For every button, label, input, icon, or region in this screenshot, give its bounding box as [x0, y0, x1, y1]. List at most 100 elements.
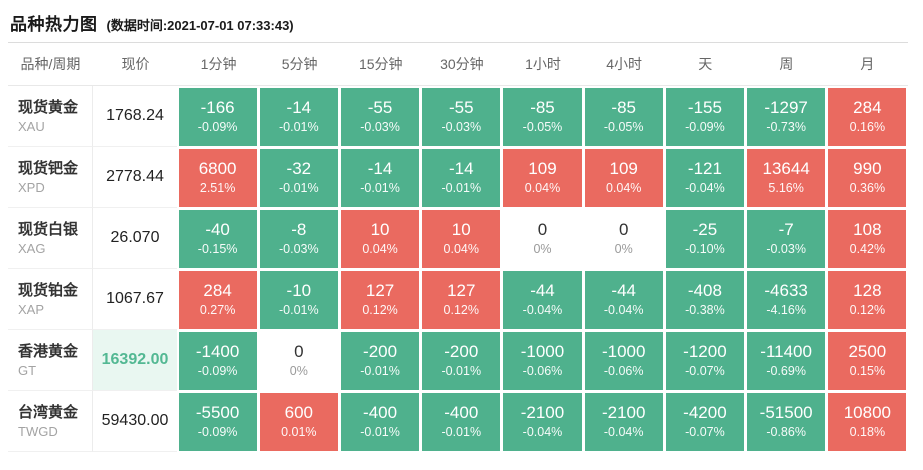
heat-cell[interactable]: -4200 -0.07%	[665, 392, 745, 451]
heat-cell[interactable]: -400 -0.01%	[422, 392, 501, 451]
change-value: -4633	[764, 281, 808, 300]
change-percent: -0.03%	[279, 242, 319, 256]
change-value: 600	[284, 403, 314, 422]
change-percent: 0.18%	[849, 425, 886, 439]
heat-cell[interactable]: -1200 -0.07%	[665, 331, 745, 390]
change-percent: 0.15%	[849, 364, 886, 378]
heat-cell[interactable]: -408 -0.38%	[665, 270, 745, 329]
symbol-cell[interactable]: 现货白银 XAG	[8, 208, 93, 269]
heat-cell[interactable]: -155 -0.09%	[665, 87, 745, 146]
change-value: -14	[367, 159, 393, 178]
change-value: 128	[853, 281, 882, 300]
change-value: -155	[687, 98, 722, 117]
column-header-6: 1小时	[525, 56, 561, 72]
change-percent: 0.36%	[849, 181, 886, 195]
change-percent: 0.12%	[443, 303, 479, 317]
change-percent: -0.04%	[522, 303, 563, 317]
heat-cell[interactable]: 128 0.12%	[828, 270, 907, 329]
heat-cell[interactable]: -40 -0.15%	[178, 209, 257, 268]
change-value: -85	[530, 98, 555, 117]
heat-cell[interactable]: -200 -0.01%	[422, 331, 501, 390]
heat-cell[interactable]: -1000 -0.06%	[584, 331, 663, 390]
heat-cell[interactable]: -11400 -0.69%	[747, 331, 826, 390]
heat-cell[interactable]: -44 -0.04%	[503, 270, 582, 329]
change-value: 0	[294, 342, 304, 361]
heat-cell[interactable]: -2100 -0.04%	[503, 392, 582, 451]
change-percent: -0.01%	[360, 364, 400, 378]
table-body: 现货黄金 XAU 1768.24 -166 -0.09% -14 -0.01% -55 -0.0…	[8, 86, 908, 452]
symbol-name: 香港黄金	[18, 342, 79, 360]
change-value: -1297	[764, 98, 808, 117]
heat-cell[interactable]: -14 -0.01%	[422, 148, 501, 207]
symbol-cell[interactable]: 现货钯金 XPD	[8, 147, 93, 208]
heat-cell[interactable]: -10 -0.01%	[259, 270, 338, 329]
change-value: -1000	[520, 342, 565, 361]
heat-cell[interactable]: 10800 0.18%	[828, 392, 907, 451]
heat-cell[interactable]: -4633 -4.16%	[747, 270, 826, 329]
change-percent: -0.15%	[197, 242, 238, 256]
heat-cell[interactable]: 127 0.12%	[340, 270, 420, 329]
heat-cell[interactable]: 109 0.04%	[503, 148, 582, 207]
symbol-name: 现货白银	[18, 220, 79, 238]
heat-cell[interactable]: 10 0.04%	[422, 209, 501, 268]
heat-cell[interactable]: 2500 0.15%	[828, 331, 907, 390]
symbol-name: 台湾黄金	[18, 403, 79, 421]
heat-cell[interactable]: 0 0%	[503, 209, 582, 268]
heat-cell[interactable]: -1297 -0.73%	[747, 87, 826, 146]
change-value: -8	[291, 220, 307, 239]
change-percent: 5.16%	[768, 181, 804, 195]
heat-cell[interactable]: 127 0.12%	[422, 270, 501, 329]
heat-cell[interactable]: -8 -0.03%	[259, 209, 338, 268]
heat-cell[interactable]: 10 0.04%	[340, 209, 420, 268]
heat-cell[interactable]: -2100 -0.04%	[584, 392, 663, 451]
heat-cell[interactable]: 13644 5.16%	[747, 148, 826, 207]
change-percent: -0.09%	[197, 425, 238, 439]
heat-cell[interactable]: -5500 -0.09%	[178, 392, 257, 451]
symbol-cell[interactable]: 香港黄金 GT	[8, 330, 93, 391]
change-value: -2100	[601, 403, 646, 422]
heat-cell[interactable]: 108 0.42%	[828, 209, 907, 268]
symbol-cell[interactable]: 现货铂金 XAP	[8, 269, 93, 330]
change-percent: -0.09%	[197, 364, 238, 378]
heat-cell[interactable]: -200 -0.01%	[340, 331, 420, 390]
column-header-5: 30分钟	[440, 56, 484, 72]
heat-cell[interactable]: -55 -0.03%	[422, 87, 501, 146]
table-row: 现货白银 XAG 26.070 -40 -0.15% -8 -0.03% 10 0.04% 10 0…	[8, 208, 908, 269]
change-percent: 0.12%	[362, 303, 398, 317]
symbol-cell[interactable]: 台湾黄金 TWGD	[8, 391, 93, 452]
change-value: -200	[444, 342, 479, 361]
heat-cell[interactable]: -7 -0.03%	[747, 209, 826, 268]
heat-cell[interactable]: -1400 -0.09%	[178, 331, 257, 390]
heat-cell[interactable]: 109 0.04%	[584, 148, 663, 207]
heat-cell[interactable]: 0 0%	[584, 209, 663, 268]
heat-cell[interactable]: -14 -0.01%	[259, 87, 338, 146]
change-percent: -0.01%	[441, 181, 482, 195]
change-percent: -0.69%	[766, 364, 806, 378]
heat-cell[interactable]: 0 0%	[259, 331, 338, 390]
table-header-row: 品种/周期 现价 1分钟 5分钟 15分钟 30分钟 1小时 4小时 天 周 月	[8, 43, 908, 86]
change-value: 990	[853, 159, 882, 178]
heat-cell[interactable]: -55 -0.03%	[340, 87, 420, 146]
heat-cell[interactable]: -1000 -0.06%	[503, 331, 582, 390]
heat-cell[interactable]: 600 0.01%	[259, 392, 338, 451]
heat-cell[interactable]: 990 0.36%	[828, 148, 907, 207]
heat-cell[interactable]: -121 -0.04%	[665, 148, 745, 207]
heat-cell[interactable]: -44 -0.04%	[584, 270, 663, 329]
table-row: 现货钯金 XPD 2778.44 6800 2.51% -32 -0.01% -14 -0.01…	[8, 147, 908, 208]
heat-cell[interactable]: 284 0.27%	[178, 270, 257, 329]
heat-cell[interactable]: -166 -0.09%	[178, 87, 257, 146]
change-percent: 0.04%	[362, 242, 398, 256]
change-percent: 0.27%	[199, 303, 236, 317]
heat-cell[interactable]: -400 -0.01%	[340, 392, 420, 451]
heat-cell[interactable]: 284 0.16%	[828, 87, 907, 146]
heat-cell[interactable]: 6800 2.51%	[178, 148, 257, 207]
heat-cell[interactable]: -14 -0.01%	[340, 148, 420, 207]
heat-cell[interactable]: -51500 -0.86%	[747, 392, 826, 451]
heat-cell[interactable]: -25 -0.10%	[665, 209, 745, 268]
symbol-cell[interactable]: 现货黄金 XAU	[8, 86, 93, 147]
heat-cell[interactable]: -32 -0.01%	[259, 148, 338, 207]
heat-cell[interactable]: -85 -0.05%	[584, 87, 663, 146]
symbol-code: XAG	[18, 240, 46, 256]
heat-cell[interactable]: -85 -0.05%	[503, 87, 582, 146]
symbol-code: GT	[18, 362, 37, 378]
